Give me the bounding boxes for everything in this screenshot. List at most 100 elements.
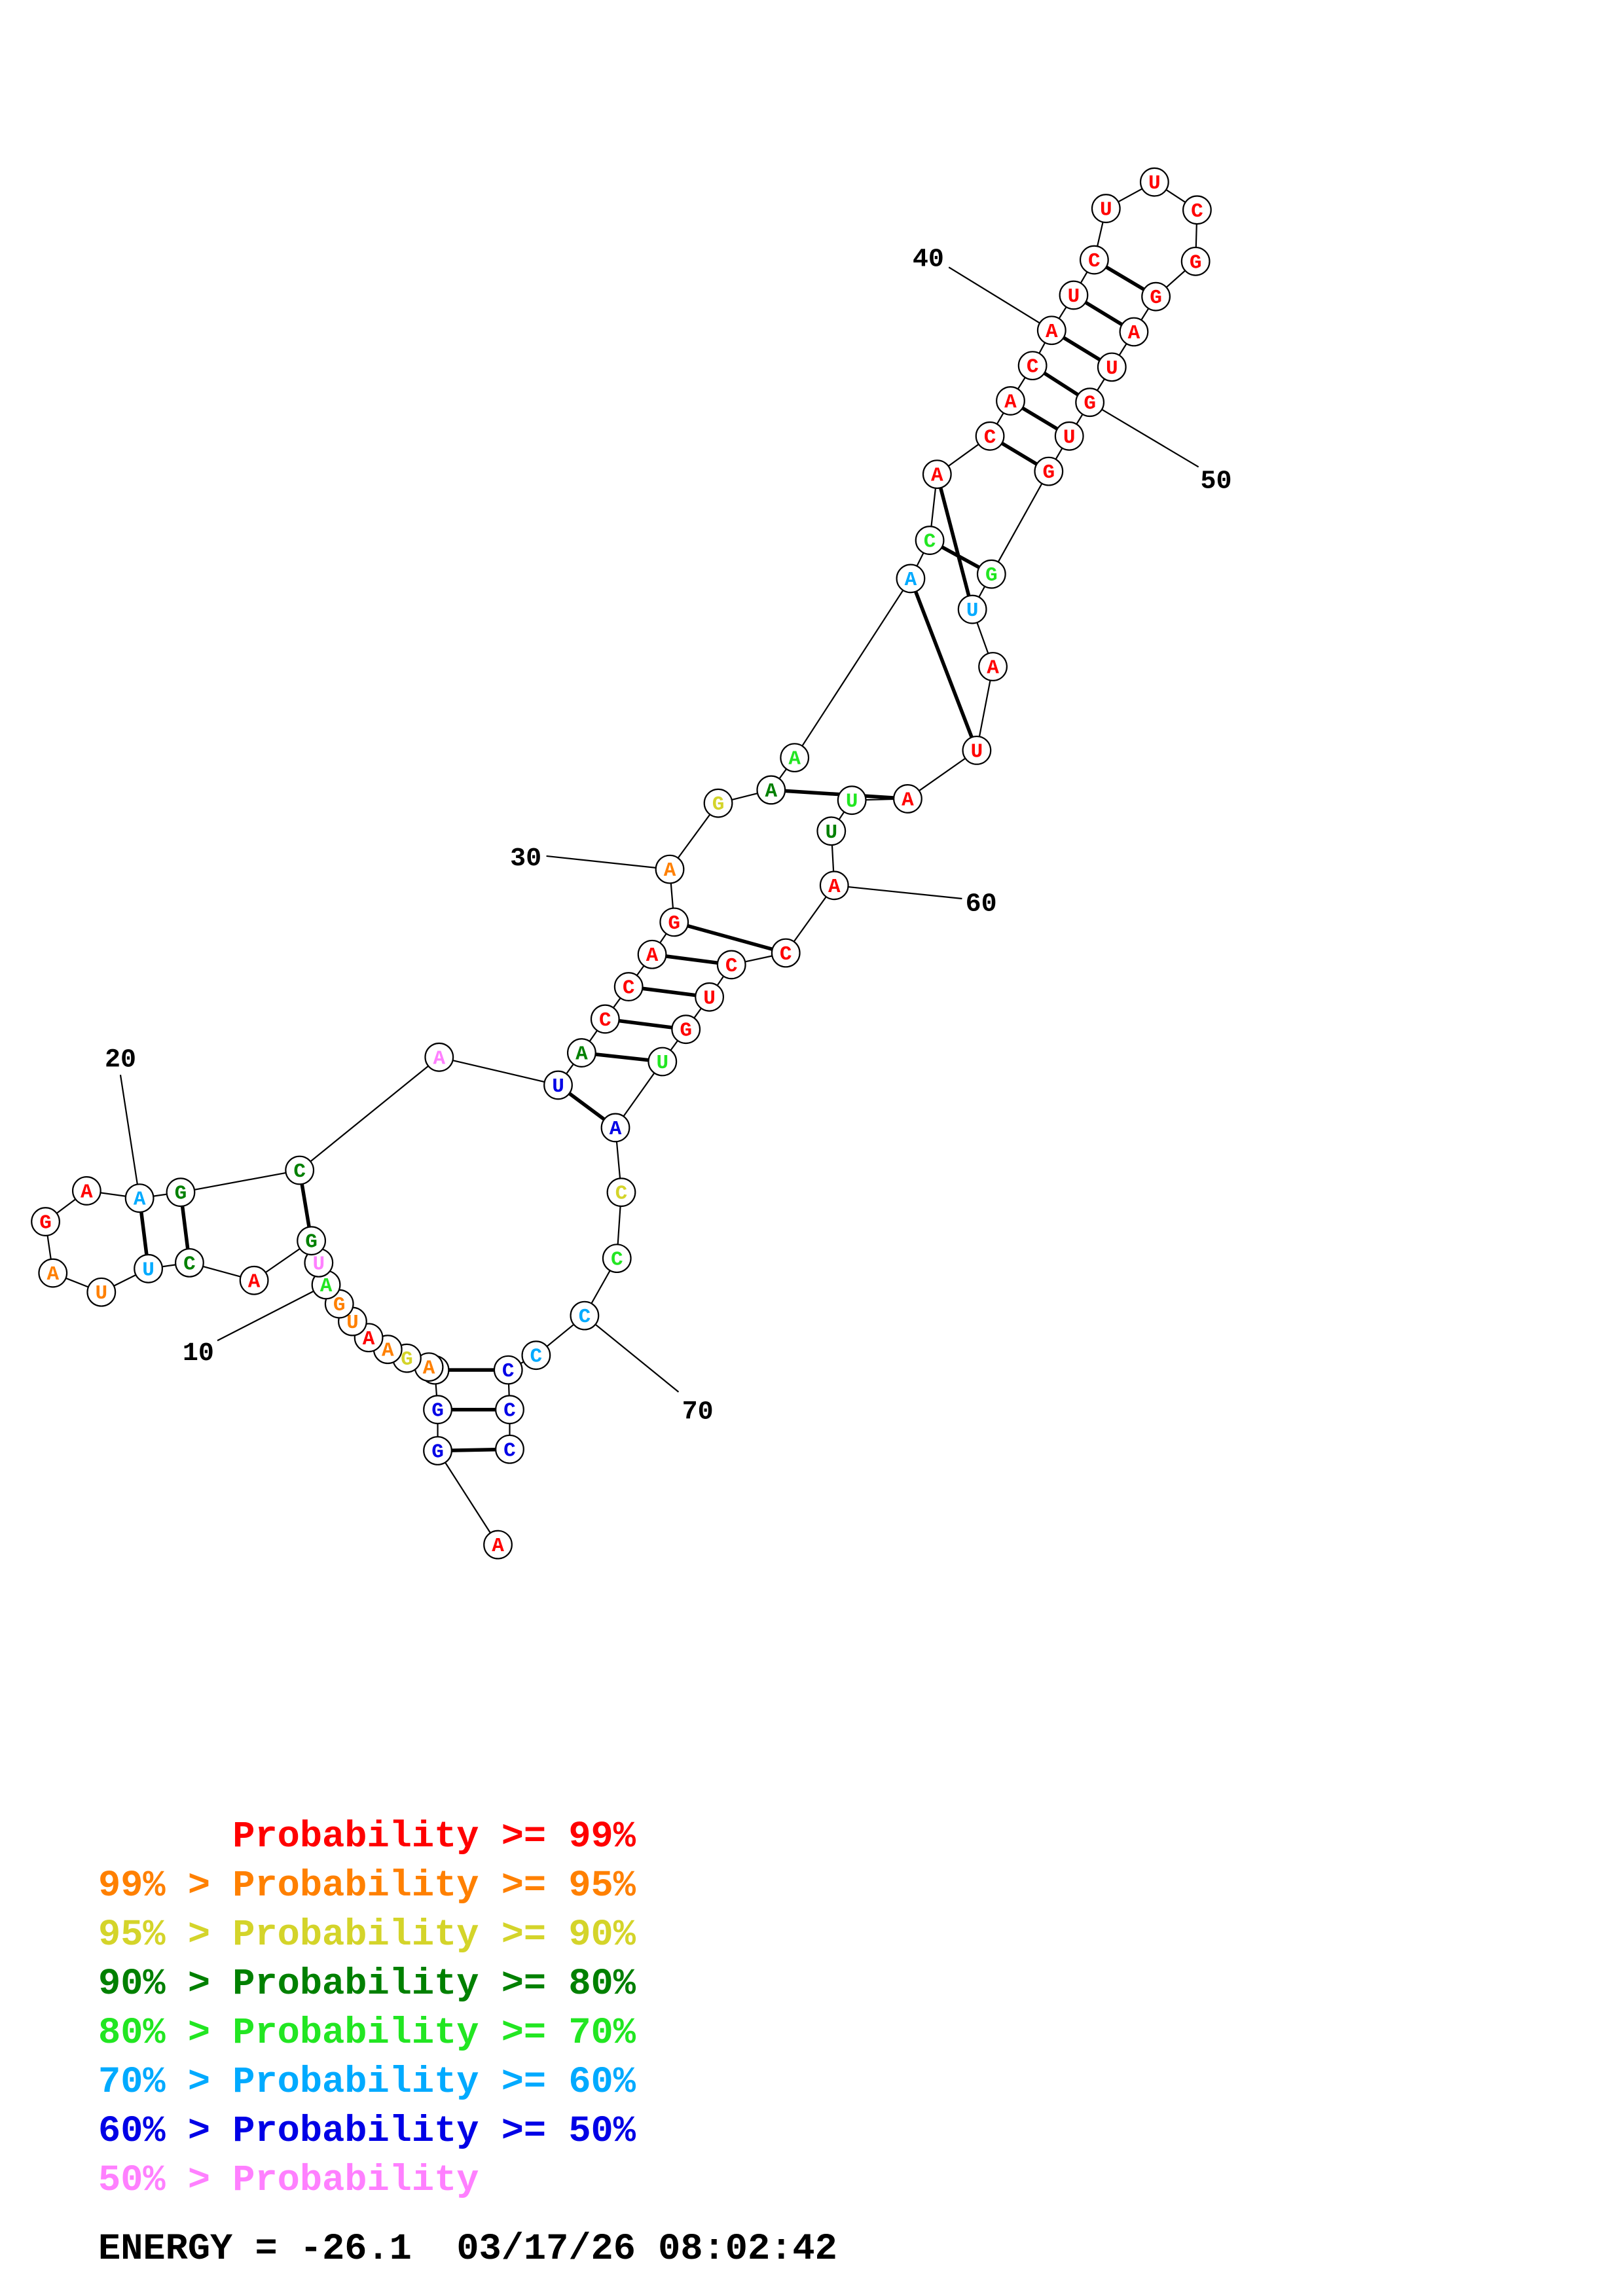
nucleotide-circle [483,1530,513,1560]
nucleotide-circle [1139,167,1169,197]
legend-threshold: 60% > [98,2111,233,2153]
position-tick-line [119,1075,141,1198]
nucleotide-base: A [382,1340,394,1363]
nucleotide-base: A [423,1357,435,1380]
nucleotide-25: U [543,1070,573,1100]
nucleotide-base: A [46,1263,59,1286]
position-tick-line [948,266,1052,331]
nucleotide-21: A [124,1183,155,1213]
nucleotide-base: U [142,1259,155,1282]
nucleotide-49: A [1119,317,1149,347]
nucleotide-base: U [656,1052,668,1075]
nucleotide-base: C [502,1360,515,1383]
nucleotide-68: C [606,1177,636,1208]
nucleotide-circle [915,526,945,555]
nucleotide-23: C [285,1155,315,1185]
nucleotide-base: G [680,1020,692,1043]
nucleotide-64: U [695,982,724,1012]
nucleotide-base: A [902,789,914,812]
nucleotide-base: A [248,1270,261,1293]
nucleotide-circle [1097,352,1127,382]
nucleotide-base: U [95,1282,107,1305]
position-tick-line [546,855,670,870]
nucleotide-circle [1036,315,1067,346]
nucleotide-circle [1119,317,1149,347]
nucleotide-72: C [493,1355,523,1385]
nucleotide-circle [1054,421,1084,451]
nucleotide-20: A [71,1176,101,1206]
legend-threshold: 50% > [98,2160,233,2202]
energy-footer: ENERGY = -26.1 03/17/26 08:02:42 [98,2229,837,2270]
footer-gap [412,2229,456,2270]
nucleotide-28: C [613,972,644,1002]
legend-row: 95% > Probability >= 90% [98,1911,636,1960]
nucleotide-circle [134,1253,163,1283]
nucleotide-37: A [922,459,952,490]
legend-label: Probability >= 90% [232,1914,636,1956]
nucleotide-circle [975,421,1005,451]
nucleotide-circle [976,559,1006,589]
nucleotide-base: C [1027,356,1039,379]
nucleotide-base: A [828,876,841,899]
position-label-10: 10 [183,1339,214,1369]
nucleotide-base: G [431,1400,444,1423]
nucleotide-circle [893,784,922,814]
nucleotide-11: A [311,1270,341,1300]
legend-label: Probability [232,2160,479,2202]
nucleotide-47: G [1180,246,1211,276]
nucleotide-circle [124,1183,155,1213]
backbone-segment [793,578,911,759]
nucleotide-5: A [414,1352,444,1382]
nucleotide-26: A [566,1038,596,1067]
nucleotide-base: A [765,780,778,803]
nucleotide-base: C [623,977,635,1000]
energy-label: ENERGY = [98,2229,300,2270]
backbone-segment [991,471,1049,575]
legend-label: Probability >= 60% [232,2062,636,2104]
energy-value: -26.1 [299,2229,412,2270]
nucleotide-base: A [433,1047,445,1070]
nucleotide-44: U [1091,194,1121,223]
position-label-40: 40 [913,245,944,275]
nucleotide-base: A [788,748,801,771]
nucleotide-base: C [611,1249,623,1272]
nucleotide-53: G [1034,456,1064,486]
legend-row: 80% > Probability >= 70% [98,2009,636,2058]
nucleotide-63: C [716,950,746,980]
nucleotide-55: U [957,594,987,624]
nucleotide-38: C [975,421,1005,451]
base-pair-bond [935,473,974,610]
nucleotide-circle [837,785,867,816]
nucleotide-circle [38,1258,68,1288]
nucleotide-base: C [615,1183,628,1206]
legend-threshold: 99% > [98,1865,233,1907]
nucleotide-base: A [492,1535,504,1558]
nucleotide-circle [495,1434,524,1464]
nucleotide-base: G [1043,461,1055,484]
nucleotide-circle [816,816,847,846]
nucleotide-61: A [819,870,849,901]
nucleotide-circle [1079,245,1109,275]
nucleotide-circle [543,1070,573,1100]
nucleotide-base: A [320,1275,333,1298]
nucleotide-base: C [780,943,792,966]
nucleotide-43: C [1079,245,1109,275]
nucleotide-circle [978,652,1008,681]
nucleotide-30: G [659,907,689,937]
nucleotide-base: A [987,657,999,680]
nucleotide-base: A [1128,322,1140,345]
nucleotide-circle [1059,280,1089,310]
nucleotide-19: G [31,1207,60,1236]
legend-row: 70% > Probability >= 60% [98,2058,636,2108]
nucleotide-circle [570,1300,600,1331]
position-tick-line [217,1284,327,1342]
nucleotide-circle [756,775,786,805]
nucleotide-34: A [780,743,810,773]
nucleotide-base: A [646,944,659,967]
nucleotide-3: G [423,1395,452,1425]
nucleotide-1: A [483,1530,513,1560]
nucleotide-circle [602,1244,632,1274]
nucleotides: AGGUAGAAUGAUGACUUAGAAGCAUACCAGAGAAACACAC… [31,167,1212,1560]
nucleotide-59: U [837,785,867,816]
position-tick-line [584,1315,680,1393]
